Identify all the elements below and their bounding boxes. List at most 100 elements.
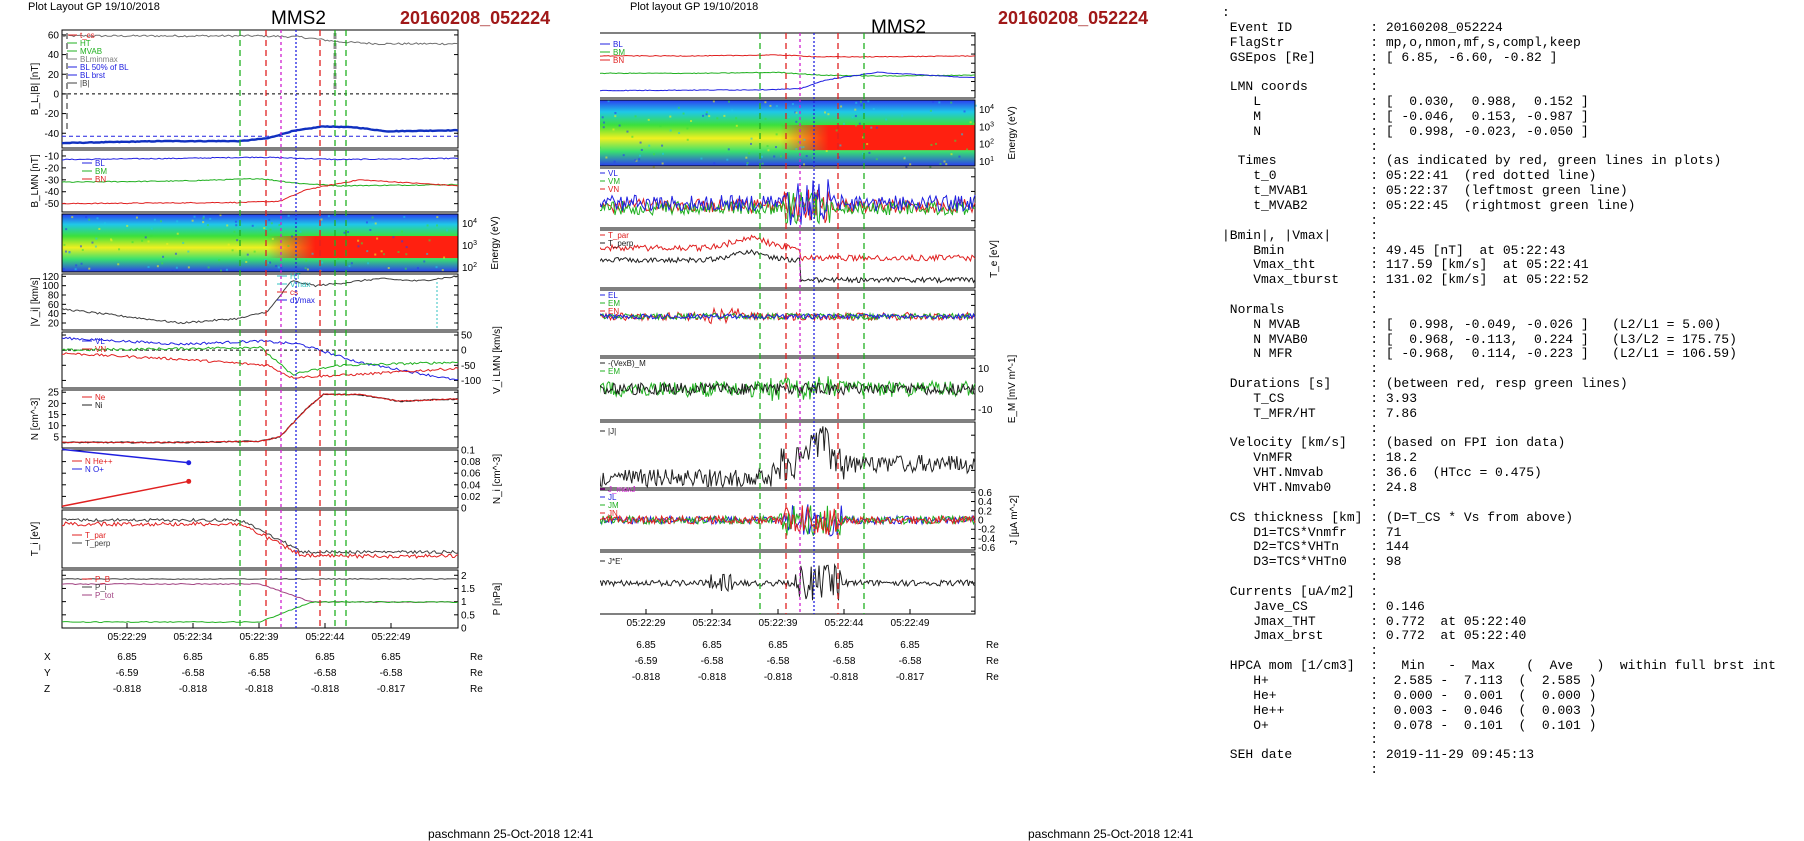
tick-label: -10 — [45, 151, 60, 162]
tick-label: 0 — [53, 89, 59, 100]
coord-value: -0.818 — [311, 684, 340, 695]
coord-value: -6.58 — [380, 668, 403, 679]
spectrogram-speck — [838, 117, 841, 120]
spectrogram-speck — [930, 143, 933, 146]
spectrogram-speck — [441, 269, 444, 272]
spectrogram-speck — [669, 115, 672, 118]
spectrogram-speck — [840, 105, 843, 108]
spectrogram-speck — [791, 103, 794, 106]
info-line: Jmax_brst : 0.772 at 05:22:40 — [1222, 628, 1527, 644]
spectrogram-speck — [700, 157, 703, 160]
coord-value: 6.85 — [249, 652, 269, 663]
tick-label: 40 — [48, 50, 60, 61]
coord-value: 6.85 — [381, 652, 401, 663]
spectrogram-speck — [175, 266, 178, 269]
spectrogram-speck — [187, 250, 190, 253]
spectrogram-speck — [226, 224, 229, 227]
spectrogram-speck — [227, 243, 230, 246]
spectrogram-speck — [235, 224, 238, 227]
tick-label: 100 — [42, 281, 59, 292]
panel-frame — [600, 229, 976, 289]
coord-value: -0.818 — [179, 684, 208, 695]
spectrogram-speck — [647, 118, 650, 121]
spectrogram-speck — [950, 101, 953, 104]
series-line-em2 — [600, 376, 976, 402]
legend-label: VL — [608, 169, 618, 178]
spectrogram-speck — [803, 138, 806, 141]
spectrogram-speck — [397, 251, 400, 254]
spectrogram-speck — [174, 252, 177, 255]
spectrogram-speck — [135, 216, 138, 219]
legend-label: JM — [608, 501, 619, 510]
spectrogram-speck — [88, 267, 91, 270]
coord-value: 6.85 — [702, 640, 722, 651]
spectrogram-speck — [162, 255, 165, 258]
spectrogram-speck — [446, 229, 449, 232]
info-line: M : [ -0.046, 0.153, -0.987 ] — [1222, 108, 1589, 124]
spectrogram-speck — [860, 104, 863, 107]
y-axis-label: |V_i| [km/s] — [30, 277, 41, 326]
info-line: : — [1222, 361, 1379, 377]
info-line: T_MFR/HT : 7.86 — [1222, 405, 1418, 421]
spectrogram-speck — [702, 114, 705, 117]
spectrogram-speck — [653, 153, 656, 156]
spectrogram-speck — [669, 129, 672, 132]
spectrogram-speck — [885, 118, 888, 121]
tick-label: -50 — [461, 361, 476, 372]
info-line: VHT.Nmvab0 : 24.8 — [1222, 480, 1418, 495]
spectrogram-speck — [365, 221, 368, 224]
spectrogram-speck — [305, 259, 308, 262]
info-line: Normals : — [1222, 301, 1379, 317]
spectrogram-speck — [631, 135, 634, 138]
spectrogram-speck — [109, 238, 112, 241]
spectrogram-speck — [754, 111, 757, 114]
info-line: N : [ 0.998, -0.023, -0.050 ] — [1222, 123, 1589, 139]
spectrogram-speck — [270, 222, 273, 225]
coord-value: -6.58 — [701, 656, 724, 667]
info-line: N MVAB0 : [ 0.968, -0.113, 0.224 ] (L3/L… — [1222, 331, 1737, 347]
spectrogram-speck — [68, 251, 71, 254]
spectrogram-speck — [369, 228, 372, 231]
spectrogram-speck — [263, 227, 266, 230]
coord-value: -6.59 — [635, 656, 658, 667]
spectrogram-speck — [443, 256, 446, 259]
series-line-bl — [600, 54, 976, 58]
spectrogram-speck — [909, 163, 912, 166]
spectrogram-speck — [401, 240, 404, 243]
spectrogram-speck — [91, 241, 94, 244]
panel-frame — [600, 32, 976, 99]
spectrogram-speck — [176, 220, 179, 223]
spectrogram-speck — [661, 152, 664, 155]
spectrogram-speck — [859, 100, 862, 103]
info-line: T_CS : 3.93 — [1222, 390, 1418, 406]
info-line: : — [1222, 420, 1379, 436]
tick-label: 0.6 — [978, 488, 992, 499]
tick-label: 50 — [461, 331, 473, 342]
series-line-vl — [61, 336, 459, 381]
spectrogram-speck — [659, 125, 662, 128]
tick-label: -50 — [45, 199, 60, 210]
spectrogram-speck — [277, 266, 280, 269]
tick-label: -20 — [45, 109, 60, 120]
spectrogram-speck — [600, 146, 601, 149]
spectrogram-speck — [267, 261, 270, 264]
legend-label: cs — [290, 288, 298, 297]
spectrogram-speck — [306, 268, 309, 271]
panel-frame — [600, 289, 976, 357]
spectrogram-speck — [838, 156, 841, 159]
spectrogram-speck — [795, 120, 798, 123]
spectrogram-speck — [934, 142, 937, 145]
spectrogram-speck — [231, 249, 234, 252]
spectrogram-speck — [269, 261, 272, 264]
x-tick-label: 05:22:34 — [174, 632, 213, 643]
tick-label: 0.1 — [461, 446, 475, 457]
spectrogram-speck — [602, 164, 605, 167]
tick-label: -0.4 — [978, 534, 996, 545]
tick-label: 0 — [461, 624, 467, 635]
coord-value: -6.58 — [314, 668, 337, 679]
spectrogram-speck — [94, 245, 97, 248]
panel-frame — [61, 389, 459, 449]
spectrogram-speck — [614, 115, 617, 118]
coord-value: 6.85 — [834, 640, 854, 651]
spectrogram-speck — [175, 270, 178, 273]
